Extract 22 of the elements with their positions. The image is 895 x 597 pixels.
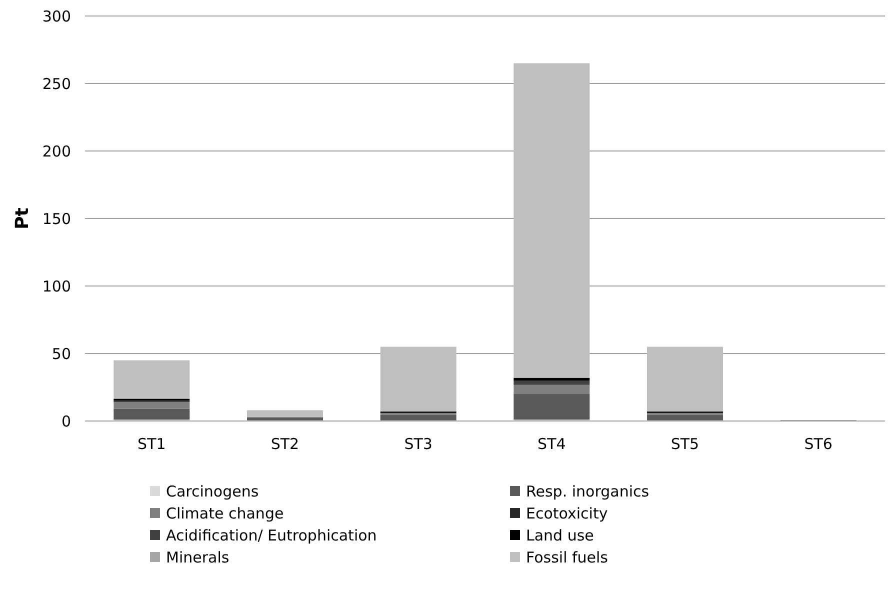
y-axis-title: Pt (12, 207, 33, 230)
legend-label: Fossil fuels (526, 548, 608, 566)
x-tick-label: ST2 (270, 435, 300, 453)
y-tick-label: 50 (52, 344, 71, 363)
x-tick-label: ST6 (804, 435, 832, 453)
legend-label: Ecotoxicity (526, 504, 608, 522)
legend-label: Carcinogens (166, 482, 259, 500)
legend-label: Climate change (166, 504, 284, 522)
y-tick-label: 250 (42, 74, 71, 93)
x-tick-label: ST5 (670, 435, 700, 453)
legend-label: Acidification/ Eutrophication (166, 526, 377, 544)
y-tick-label: 200 (42, 142, 71, 160)
x-tick-label: ST1 (138, 435, 166, 453)
x-tick-label: ST4 (538, 435, 566, 453)
x-tick-label: ST3 (404, 435, 432, 453)
y-tick-label: 0 (61, 412, 71, 430)
legend-label: Resp. inorganics (526, 482, 650, 500)
y-tick-label: 300 (42, 7, 71, 26)
y-tick-label: 100 (42, 277, 71, 296)
legend-label: Minerals (166, 548, 230, 566)
y-tick-label: 150 (42, 210, 71, 228)
legend-label: Land use (526, 526, 594, 544)
